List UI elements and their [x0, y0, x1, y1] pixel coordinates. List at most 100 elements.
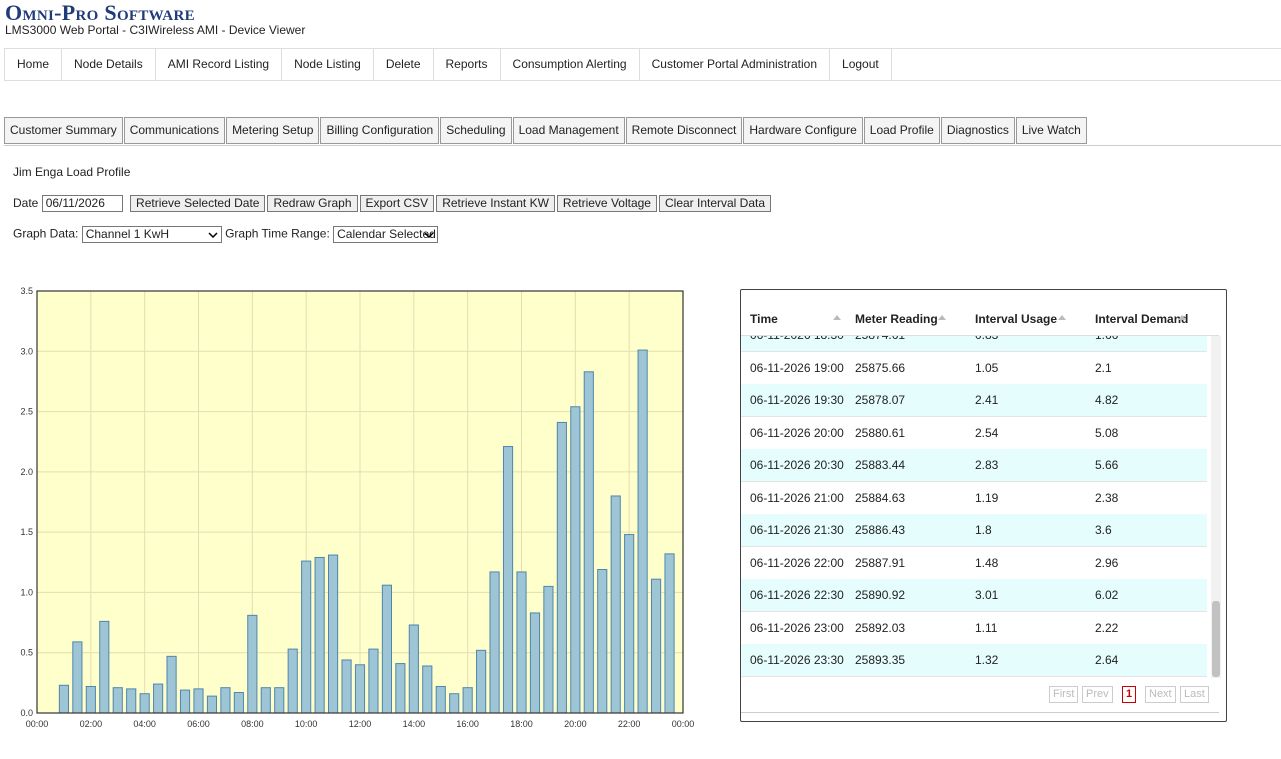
nav-bar: Home Node Details AMI Record Listing Node L…	[4, 48, 1281, 81]
bar	[314, 556, 325, 714]
tab[interactable]: Load Profile	[863, 117, 940, 144]
page-button[interactable]: Last	[1180, 686, 1209, 703]
button[interactable]: Retrieve Voltage	[556, 195, 657, 212]
button[interactable]: Retrieve Instant KW	[436, 195, 555, 212]
table-cell: 25887.91	[855, 555, 906, 570]
table-cell: 06-11-2026 22:00	[750, 555, 844, 570]
bar	[516, 571, 527, 714]
bar	[139, 693, 150, 714]
footer-rule	[741, 712, 1219, 713]
bar	[179, 689, 191, 714]
table-cell: 1.66	[1095, 336, 1118, 351]
table-row: 06-11-2026 19:00 25875.66 1.05 2.1	[741, 351, 1207, 385]
scroll-thumb[interactable]	[1212, 601, 1220, 677]
table-row: 06-11-2026 23:00 25892.03 1.11 2.22	[741, 611, 1207, 645]
bar	[220, 687, 231, 714]
column-header[interactable]: Meter Reading	[855, 312, 938, 326]
bar	[624, 534, 635, 714]
table-row: 06-11-2026 22:30 25890.92 3.01 6.02	[741, 579, 1207, 612]
date-label: Date	[13, 196, 39, 210]
app-title: Omni-Pro Software	[5, 0, 195, 25]
nav-item[interactable]: AMI Record Listing	[156, 49, 283, 80]
bar	[85, 685, 96, 714]
button[interactable]: Clear Interval Data	[658, 195, 772, 212]
table-body: 06-11-2026 18:3025874.610.831.6606-11-20…	[741, 336, 1207, 678]
x-tick-label: 12:00	[349, 719, 372, 729]
table-cell: 25884.63	[855, 490, 906, 505]
x-tick-label: 00:00	[672, 719, 695, 729]
bar	[664, 553, 675, 714]
table-cell: 3.6	[1095, 523, 1112, 537]
column-header[interactable]: Interval Usage	[975, 312, 1058, 326]
bar	[422, 665, 433, 714]
nav-item[interactable]: Node Details	[62, 49, 156, 80]
bar	[583, 371, 594, 714]
nav-item[interactable]: Delete	[374, 49, 434, 80]
page-button[interactable]: 1	[1122, 686, 1137, 703]
bar	[462, 687, 473, 714]
page-button[interactable]: Prev	[1082, 686, 1113, 703]
nav-item[interactable]: Customer Portal Administration	[640, 49, 831, 80]
tab[interactable]: Hardware Configure	[743, 117, 863, 144]
x-tick-label: 18:00	[510, 719, 533, 729]
table-cell: 25892.03	[855, 620, 906, 635]
column-header[interactable]: Interval Demand	[1095, 312, 1189, 326]
tab[interactable]: Billing Configuration	[320, 117, 440, 144]
sort-icon[interactable]	[1058, 315, 1066, 320]
tab[interactable]: Scheduling	[440, 117, 512, 144]
bar	[328, 554, 339, 714]
bar	[247, 614, 258, 714]
tab[interactable]: Remote Disconnect	[625, 117, 743, 144]
page-button[interactable]: First	[1049, 686, 1079, 703]
chart: 0.0 0.5 1.0 1.5 2.0 2.5 3.0 3.5 00:00 02:00 04:00 0…	[20, 286, 695, 729]
bar	[287, 648, 298, 714]
table-cell: 06-11-2026 19:30	[750, 393, 844, 407]
table-cell: 06-11-2026 18:30	[750, 336, 844, 351]
sort-icon[interactable]	[833, 315, 841, 320]
table-cell: 06-11-2026 19:00	[750, 360, 844, 375]
tab[interactable]: Diagnostics	[940, 117, 1015, 144]
y-tick-label: 0.0	[20, 708, 33, 718]
nav-item[interactable]: Logout	[830, 49, 892, 80]
sort-icon[interactable]	[938, 315, 946, 320]
tab[interactable]: Customer Summary	[4, 117, 123, 144]
bar	[233, 692, 244, 714]
scrollbar[interactable]	[1211, 336, 1221, 678]
bar	[570, 406, 581, 714]
button[interactable]: Export CSV	[359, 195, 435, 212]
bar	[354, 664, 366, 714]
tab[interactable]: Live Watch	[1015, 117, 1087, 144]
sort-icon[interactable]	[1178, 315, 1186, 320]
table-cell: 25890.92	[855, 588, 906, 602]
table-cell: 1.05	[975, 360, 999, 375]
nav-item[interactable]: Node Listing	[282, 49, 374, 80]
nav-item[interactable]: Home	[5, 49, 63, 80]
page-button[interactable]: Next	[1145, 686, 1176, 703]
bar	[489, 571, 500, 714]
button[interactable]: Redraw Graph	[267, 195, 358, 212]
tab[interactable]: Load Management	[512, 117, 625, 144]
tab[interactable]: Metering Setup	[226, 117, 320, 144]
y-tick-label: 3.5	[20, 286, 33, 296]
table-cell: 2.54	[975, 425, 999, 440]
table-row: 06-11-2026 20:30 25883.44 2.83 5.66	[741, 449, 1207, 482]
button[interactable]: Retrieve Selected Date	[130, 195, 266, 212]
bar	[435, 685, 446, 714]
table-cell: 06-11-2026 22:30	[750, 588, 844, 602]
bar	[166, 655, 177, 714]
table-row: 06-11-2026 19:30 25878.07 2.41 4.82	[741, 384, 1207, 417]
nav-item[interactable]: Consumption Alerting	[501, 49, 640, 80]
tab[interactable]: Communications	[123, 117, 226, 144]
table-row: 06-11-2026 21:00 25884.63 1.19 2.38	[741, 481, 1207, 515]
table-cell: 06-11-2026 23:30	[750, 653, 844, 667]
time-range-select[interactable]: Calendar Selected	[333, 226, 439, 243]
table-cell: 3.01	[975, 588, 999, 602]
graph-data-select[interactable]: Channel 1 KwH	[81, 226, 222, 243]
nav-item[interactable]: Reports	[434, 49, 501, 80]
tab-bar: Customer Summary Communications Metering S…	[4, 117, 1281, 146]
table-cell: 2.96	[1095, 555, 1119, 570]
date-input[interactable]: 06/11/2026	[41, 195, 123, 213]
table-cell: 06-11-2026 21:00	[750, 490, 844, 505]
column-header[interactable]: Time	[750, 312, 778, 326]
